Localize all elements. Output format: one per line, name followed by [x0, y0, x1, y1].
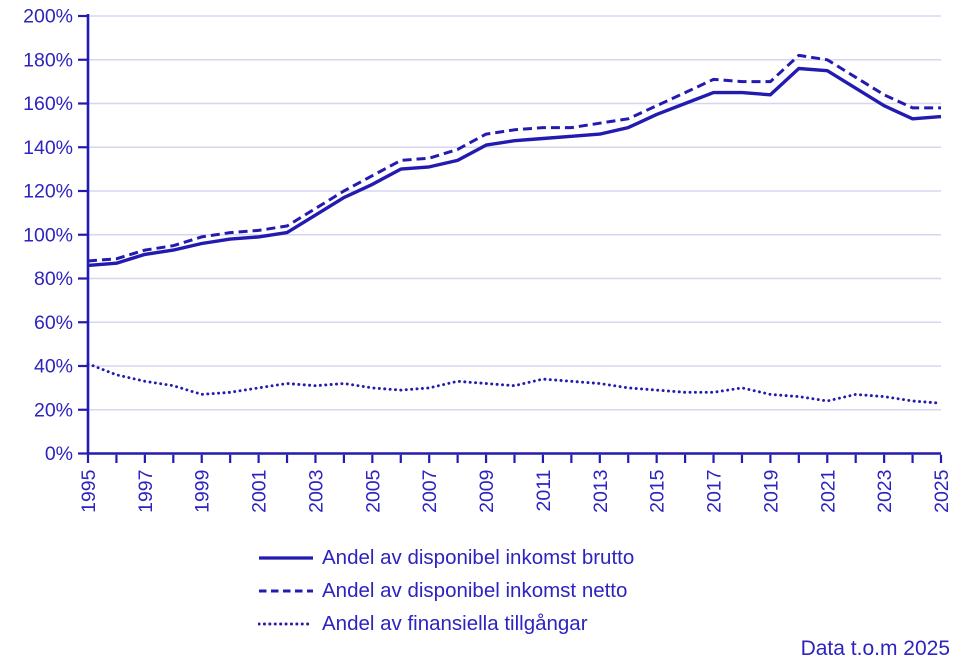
y-axis-tick-label: 140% [23, 137, 73, 159]
x-axis-tick-label: 1999 [192, 470, 214, 513]
y-axis-tick-label: 160% [23, 93, 73, 115]
legend-item-brutto: Andel av disponibel inkomst brutto [258, 544, 634, 571]
chart-legend: Andel av disponibel inkomst brutto Andel… [258, 544, 634, 637]
y-axis-tick-label: 40% [34, 356, 73, 378]
x-axis-tick-label: 2001 [249, 470, 271, 513]
y-axis-tick-label: 120% [23, 181, 73, 203]
x-axis-tick-label: 2021 [817, 470, 839, 513]
x-axis-tick-label: 2003 [305, 470, 327, 513]
y-axis-tick-label: 0% [45, 443, 73, 465]
series-dotted-line [86, 362, 943, 405]
series-dashed-line [87, 53, 941, 263]
x-axis-tick-label: 1995 [78, 469, 100, 513]
y-axis-tick-label: 180% [23, 49, 73, 71]
x-axis-tick-label: 2013 [590, 470, 612, 513]
data-note: Data t.o.m 2025 [800, 637, 950, 660]
x-axis-tick-label: 2015 [647, 469, 669, 513]
legend-label-netto: Andel av disponibel inkomst netto [322, 578, 628, 602]
legend-dotted-line-icon [258, 622, 314, 625]
legend-dashed-line-icon [259, 589, 313, 592]
y-axis-tick-label: 20% [34, 399, 73, 421]
legend-solid-line-icon [259, 555, 313, 560]
x-axis-tick-label: 2019 [760, 470, 782, 513]
y-axis-tick-label: 200% [23, 6, 73, 28]
x-axis-tick-label: 1997 [135, 470, 157, 513]
y-axis-tick-label: 80% [34, 268, 73, 290]
x-axis-tick-label: 2025 [931, 469, 953, 513]
legend-item-tillgangar: Andel av finansiella tillgångar [258, 610, 634, 637]
x-axis-tick-label: 2009 [476, 470, 498, 513]
x-axis-tick-label: 2023 [874, 470, 896, 513]
y-axis-tick-label: 100% [23, 224, 73, 246]
legend-label-brutto: Andel av disponibel inkomst brutto [322, 545, 635, 569]
legend-item-netto: Andel av disponibel inkomst netto [258, 577, 634, 604]
x-axis-tick-label: 2011 [533, 470, 555, 512]
y-axis-tick-label: 60% [34, 312, 73, 334]
x-axis-tick-label: 2017 [704, 470, 726, 513]
x-axis-tick-label: 2007 [419, 470, 441, 513]
series-solid-line [87, 66, 942, 268]
legend-label-tillgangar: Andel av finansiella tillgångar [322, 611, 588, 635]
x-axis-tick-label: 2005 [362, 469, 384, 513]
